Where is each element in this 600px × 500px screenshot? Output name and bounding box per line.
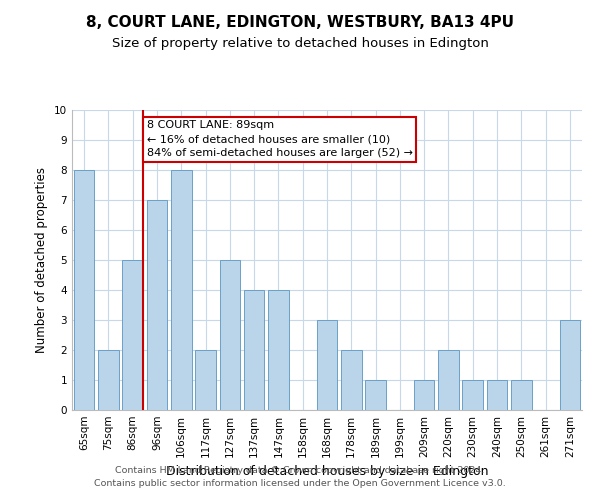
Y-axis label: Number of detached properties: Number of detached properties xyxy=(35,167,49,353)
X-axis label: Distribution of detached houses by size in Edington: Distribution of detached houses by size … xyxy=(166,466,488,478)
Bar xyxy=(98,350,119,410)
Bar xyxy=(220,260,240,410)
Text: 8, COURT LANE, EDINGTON, WESTBURY, BA13 4PU: 8, COURT LANE, EDINGTON, WESTBURY, BA13 … xyxy=(86,15,514,30)
Bar xyxy=(122,260,143,410)
Bar xyxy=(146,200,167,410)
Bar xyxy=(487,380,508,410)
Text: 8 COURT LANE: 89sqm
← 16% of detached houses are smaller (10)
84% of semi-detach: 8 COURT LANE: 89sqm ← 16% of detached ho… xyxy=(146,120,413,158)
Text: Contains HM Land Registry data © Crown copyright and database right 2024.
Contai: Contains HM Land Registry data © Crown c… xyxy=(94,466,506,487)
Bar xyxy=(341,350,362,410)
Bar xyxy=(511,380,532,410)
Bar xyxy=(171,170,191,410)
Bar xyxy=(365,380,386,410)
Bar xyxy=(438,350,459,410)
Bar xyxy=(244,290,265,410)
Bar xyxy=(317,320,337,410)
Bar xyxy=(463,380,483,410)
Bar xyxy=(268,290,289,410)
Bar xyxy=(560,320,580,410)
Text: Size of property relative to detached houses in Edington: Size of property relative to detached ho… xyxy=(112,38,488,51)
Bar xyxy=(414,380,434,410)
Bar xyxy=(74,170,94,410)
Bar xyxy=(195,350,216,410)
